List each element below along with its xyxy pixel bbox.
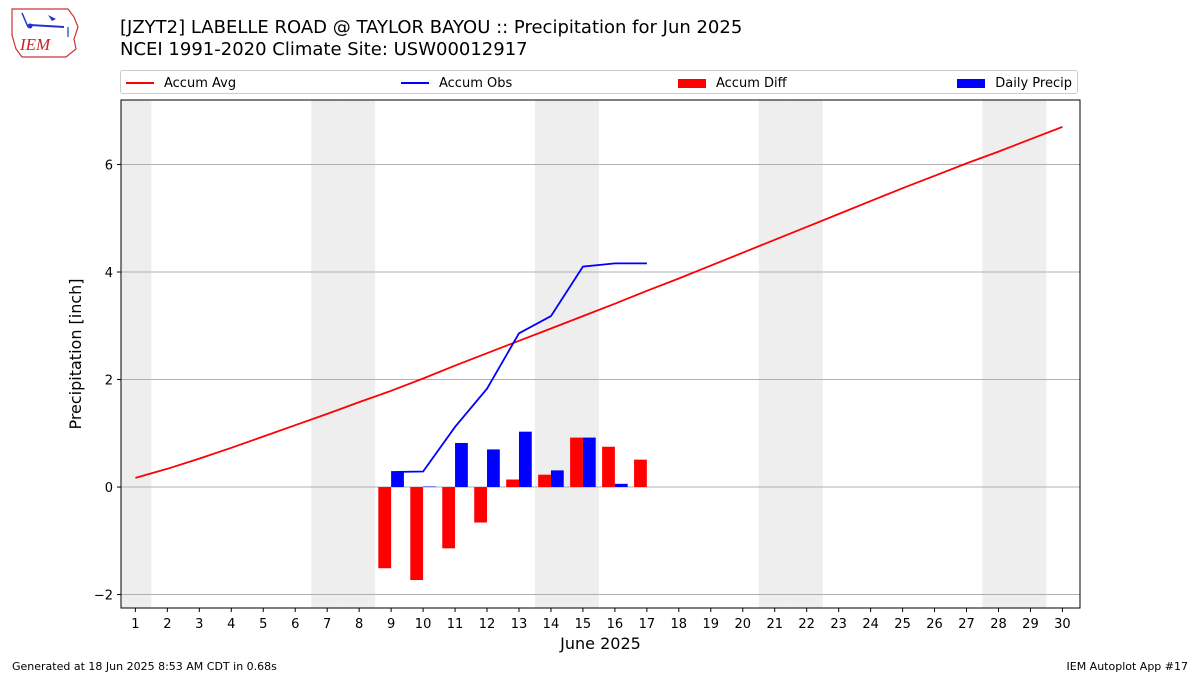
- x-axis-label: June 2025: [559, 634, 641, 653]
- x-tick-label: 19: [703, 617, 720, 632]
- x-tick-label: 23: [830, 617, 847, 632]
- weekend-shade: [534, 100, 567, 608]
- x-tick-label: 5: [259, 617, 267, 632]
- x-tick-label: 16: [607, 617, 624, 632]
- x-tick-label: 2: [163, 617, 171, 632]
- weekend-shade: [343, 100, 376, 608]
- y-tick-label: −2: [94, 589, 113, 604]
- chart-subtitle: NCEI 1991-2020 Climate Site: USW00012917: [120, 39, 528, 60]
- bar-accum-diff: [442, 487, 456, 549]
- line-accum-avg: [135, 126, 1063, 479]
- y-axis-label: Precipitation [inch]: [66, 278, 85, 429]
- x-tick-label: 25: [894, 617, 911, 632]
- x-tick-label: 15: [575, 617, 592, 632]
- legend-item-accum-diff: Accum Diff: [678, 74, 787, 92]
- iem-logo: IEM: [8, 5, 80, 60]
- footer-app: IEM Autoplot App #17: [1066, 660, 1189, 673]
- x-tick-label: 22: [798, 617, 815, 632]
- bar-accum-diff: [634, 459, 647, 488]
- x-tick-label: 11: [447, 617, 464, 632]
- x-tick-label: 18: [671, 617, 688, 632]
- legend-item-daily-precip: Daily Precip: [957, 74, 1072, 92]
- bar-daily-precip: [518, 431, 532, 488]
- bar-accum-diff: [474, 487, 488, 523]
- x-tick-label: 26: [926, 617, 943, 632]
- x-tick-label: 30: [1054, 617, 1071, 632]
- legend-label-daily-precip: Daily Precip: [995, 75, 1072, 91]
- weekend-shade: [121, 100, 152, 608]
- x-tick-label: 27: [958, 617, 975, 632]
- x-tick-label: 1: [131, 617, 139, 632]
- line-accum-obs: [391, 262, 647, 473]
- legend-swatch-accum-obs: [401, 82, 429, 84]
- x-tick-label: 3: [195, 617, 203, 632]
- chart-title: [JZYT2] LABELLE ROAD @ TAYLOR BAYOU :: P…: [120, 17, 743, 38]
- bar-daily-precip: [455, 442, 468, 488]
- y-tick-label: 6: [105, 159, 113, 174]
- bar-daily-precip: [423, 486, 436, 488]
- footer-generated: Generated at 18 Jun 2025 8:53 AM CDT in …: [12, 660, 277, 673]
- x-tick-label: 8: [355, 617, 363, 632]
- bar-daily-precip: [391, 471, 404, 488]
- legend-label-accum-obs: Accum Obs: [439, 75, 513, 91]
- bar-accum-diff: [506, 479, 519, 488]
- x-tick-label: 10: [415, 617, 432, 632]
- bar-accum-diff: [378, 487, 392, 569]
- x-tick-label: 20: [734, 617, 751, 632]
- bar-daily-precip: [487, 449, 500, 488]
- bar-accum-diff: [410, 487, 424, 581]
- legend-label-accum-avg: Accum Avg: [164, 75, 237, 91]
- x-tick-label: 17: [639, 617, 656, 632]
- bar-daily-precip: [582, 437, 596, 488]
- x-tick-label: 7: [323, 617, 331, 632]
- legend-item-accum-avg: Accum Avg: [126, 74, 236, 92]
- weekend-shade: [311, 100, 344, 608]
- x-tick-label: 13: [511, 617, 528, 632]
- x-tick-label: 21: [766, 617, 783, 632]
- weekend-shade: [982, 100, 1015, 608]
- legend-swatch-accum-diff: [678, 78, 706, 88]
- bar-accum-diff: [570, 437, 583, 488]
- x-tick-label: 29: [1022, 617, 1039, 632]
- bar-accum-diff: [602, 446, 615, 488]
- logo-text: IEM: [19, 35, 51, 54]
- x-tick-label: 12: [479, 617, 496, 632]
- bar-daily-precip: [614, 483, 628, 488]
- x-tick-label: 6: [291, 617, 299, 632]
- legend-item-accum-obs: Accum Obs: [401, 74, 512, 92]
- y-tick-label: 2: [105, 374, 113, 389]
- plot-frame: [120, 99, 1081, 609]
- weekend-shade: [1014, 100, 1047, 608]
- y-tick-label: 4: [105, 266, 113, 281]
- x-tick-label: 14: [543, 617, 560, 632]
- x-tick-label: 9: [387, 617, 395, 632]
- y-tick-label: 0: [105, 481, 113, 496]
- legend-label-accum-diff: Accum Diff: [716, 75, 787, 91]
- weekend-shade: [790, 100, 823, 608]
- weekend-shade: [758, 100, 791, 608]
- bar-daily-precip: [550, 470, 564, 488]
- x-tick-label: 4: [227, 617, 235, 632]
- chart-legend: Accum Avg Accum Obs Accum Diff Daily Pre…: [120, 70, 1078, 94]
- legend-swatch-accum-avg: [126, 82, 154, 84]
- bar-accum-diff: [538, 474, 551, 488]
- weekend-shade: [566, 100, 599, 608]
- x-tick-label: 24: [862, 617, 879, 632]
- x-tick-label: 28: [990, 617, 1007, 632]
- legend-swatch-daily-precip: [957, 78, 986, 88]
